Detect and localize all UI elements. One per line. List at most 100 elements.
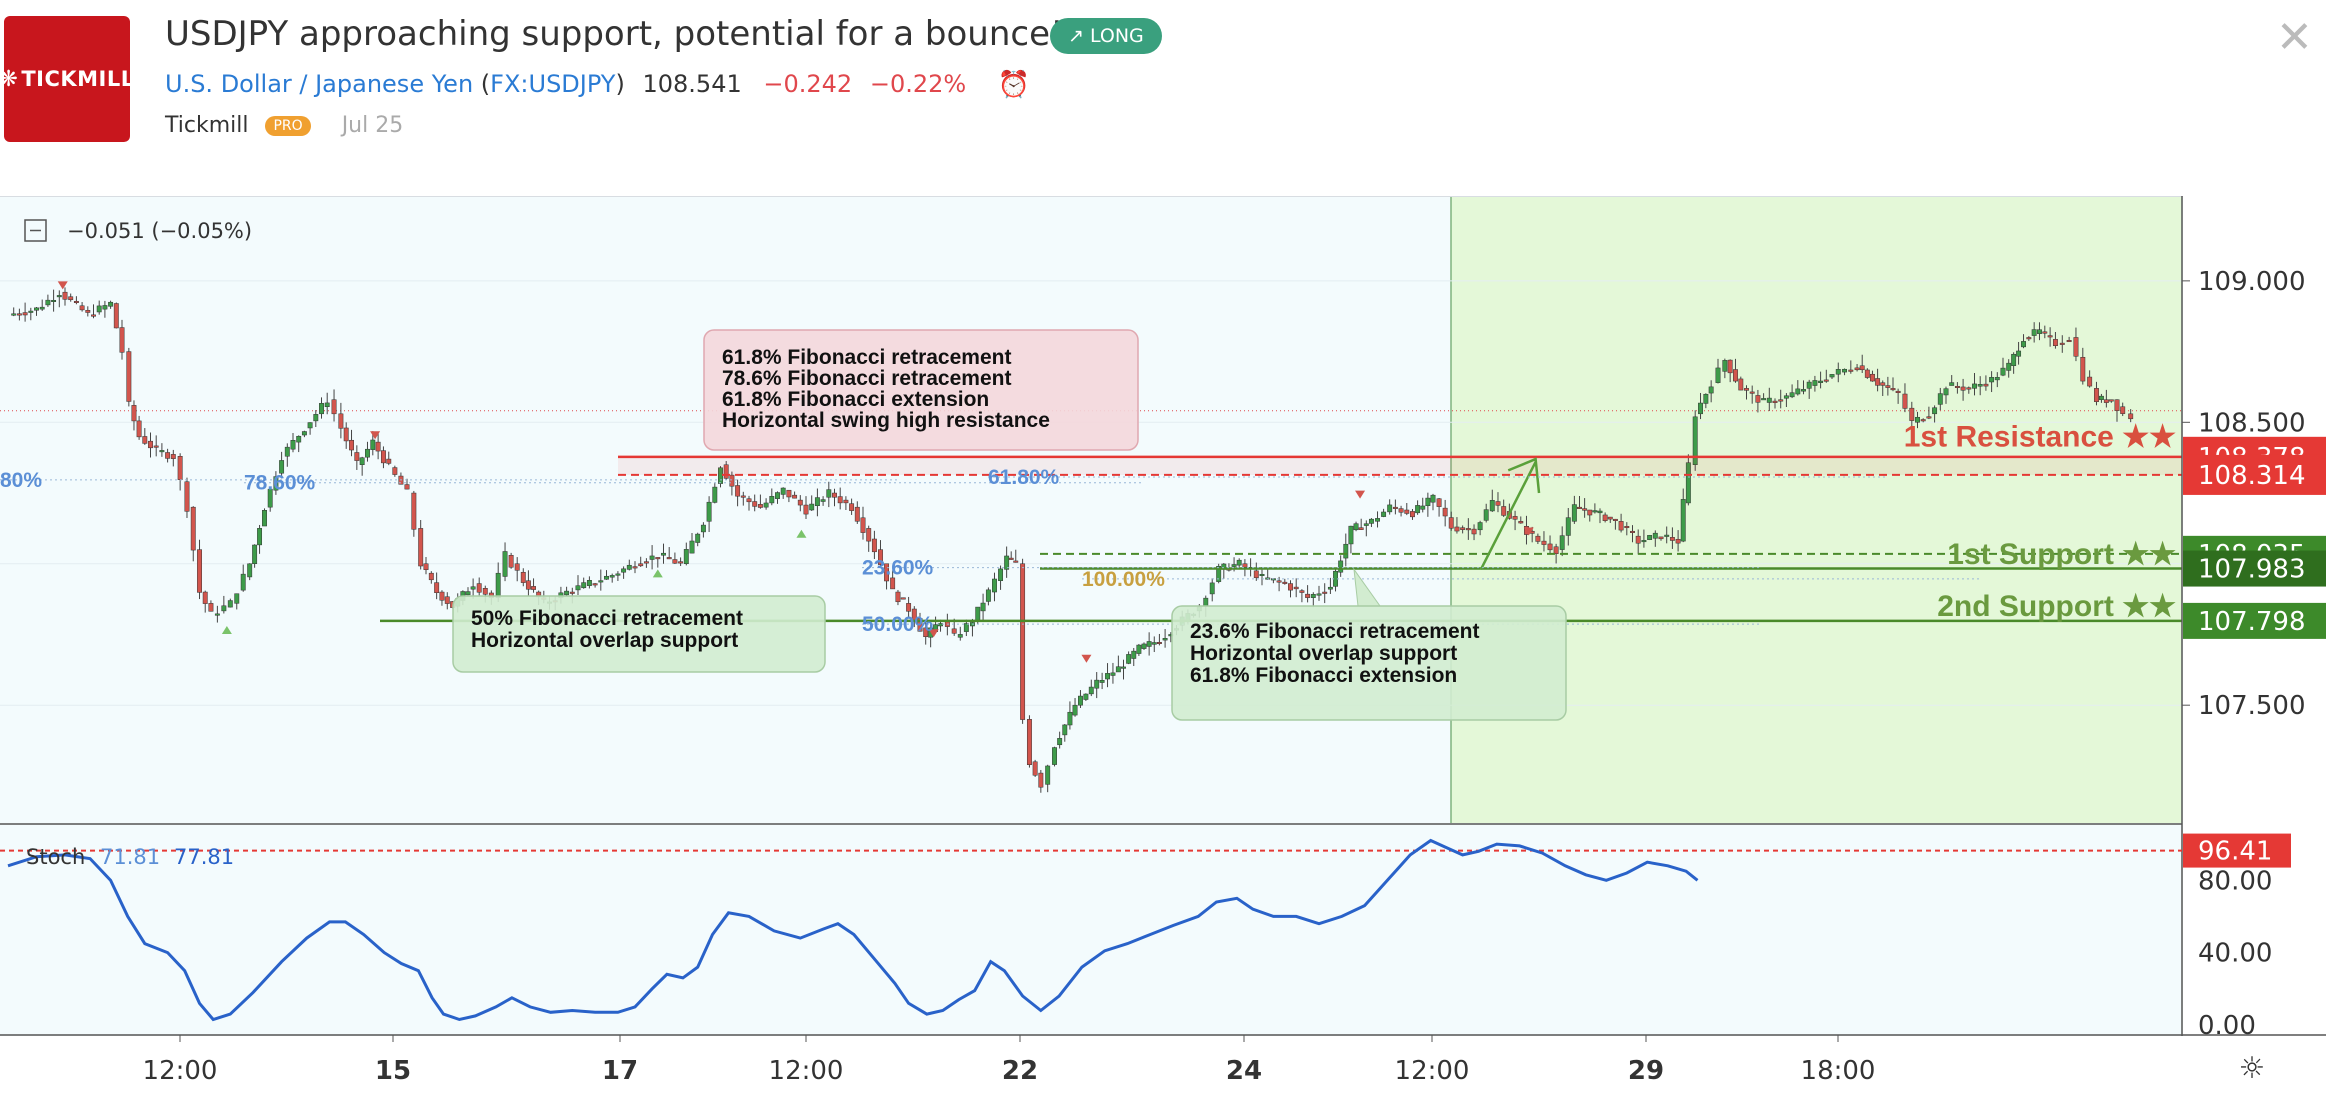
candle-body [1381,511,1387,517]
candle-body [296,435,302,443]
candle-body [975,606,981,621]
candle-body [1067,711,1073,726]
candle-body [240,573,246,591]
candle-body [2047,335,2053,338]
candle-body [2128,413,2134,420]
symbol-code-link[interactable]: FX:USDJPY [490,70,616,98]
legend: −0.051 (−0.05%) [24,219,252,243]
candle-body [79,305,85,311]
close-icon[interactable]: ✕ [2276,12,2313,63]
candle-body [890,577,896,590]
symbol-name-link[interactable]: U.S. Dollar / Japanese Yen [165,70,474,98]
candle-body [2011,353,2017,366]
settings-gear-icon[interactable]: ☼ [2239,1051,2266,1086]
candle-body [963,623,969,632]
candle-body [108,301,114,307]
candle-body [1013,560,1019,563]
stoch-d-value: 77.81 [174,845,234,869]
fib-label: 80% [0,469,42,492]
candle-body [96,305,102,313]
support-1-note-box[interactable] [1171,605,1567,721]
candle-body [649,555,655,560]
candle-body [1772,400,1778,403]
candle-body [1647,535,1653,540]
candle-body [370,439,376,450]
candle-body [1943,388,1949,396]
candle-body [1937,393,1943,405]
chart[interactable]: 80% 78.60% 61.80% 23.60% 100.00% 50.00% 61.8%… [0,196,2326,1110]
candle-body [998,568,1004,581]
candle-body [1310,594,1316,598]
candle-body [91,314,96,317]
candles [11,281,2134,793]
resistance-note-box[interactable] [703,329,1139,451]
x-tick-label: 17 [602,1056,638,1086]
projection-arrow-head [1507,457,1541,494]
candle-body [1602,514,1608,521]
candle-body [39,306,45,310]
candle-body [1425,497,1431,507]
candle-body [678,561,684,564]
candle-body [809,503,815,511]
candle-body [1231,564,1237,567]
candle-body [666,557,672,560]
support-1-note-line: 61.8% Fibonacci extension [1190,664,1457,687]
candle-body [866,528,872,542]
candle-body [1282,581,1288,584]
signal-down-marker [370,431,381,440]
candle-body [1099,680,1105,683]
candle-body [1083,693,1089,700]
candle-body [689,540,695,554]
candle-body [854,506,860,522]
candle-body [1136,644,1142,654]
candle-body [1630,530,1635,533]
level-label: 2nd Support ★★ [1937,590,2176,623]
candle-body [985,589,991,602]
candle-body [917,618,923,632]
time-axis[interactable]: 12:00 15 17 12:00 22 24 12:00 29 18:00 [143,1035,1876,1086]
candle-body [1624,526,1630,529]
candle-body [1057,738,1063,746]
candle-body [324,402,330,407]
candle-body [68,296,74,301]
candle-body [434,582,440,593]
candle-body [514,563,520,571]
candle-body [131,405,137,422]
candle-body [1358,527,1364,530]
candle-body [1146,641,1152,647]
candle-body [170,454,176,459]
stoch-y-tick-label: 0.00 [2198,1011,2256,1041]
candle-body [1708,386,1714,394]
candle-body [1715,367,1721,383]
author-name[interactable]: Tickmill [165,113,249,138]
candle-body [860,517,866,533]
x-tick-label: 29 [1628,1056,1664,1086]
candle-body [992,578,997,593]
idea-title: USDJPY approaching support, potential fo… [165,14,1064,54]
last-price: 108.541 [642,70,742,98]
candle-body [564,590,570,596]
candle-body [142,436,148,444]
collapse-legend-icon[interactable] [24,219,47,242]
badge-label: LONG [1089,25,1144,47]
alarm-clock-icon[interactable]: ⏰ [997,70,1031,100]
candle-body [1410,511,1415,518]
candle-body [1353,523,1359,531]
candle-body [214,613,220,616]
candle-body [1635,535,1641,544]
candle-body [1004,555,1010,570]
candle-body [1259,573,1265,576]
tickmill-logo[interactable]: ❋ TICKMILL [0,16,134,142]
x-tick-label: 12:00 [1395,1056,1470,1086]
fib-label: 78.60% [244,472,316,495]
price-axis[interactable]: 109.000 108.500 107.500 [2182,267,2306,721]
candle-body [1823,379,1829,382]
candle-body [2120,406,2126,414]
candle-body [1989,377,1995,383]
candle-body [2006,362,2012,371]
support-2-note-box[interactable] [452,595,826,673]
candle-body [1698,402,1703,415]
candle-body [1789,392,1795,398]
candle-body [661,552,666,556]
candle-body [1236,559,1242,566]
